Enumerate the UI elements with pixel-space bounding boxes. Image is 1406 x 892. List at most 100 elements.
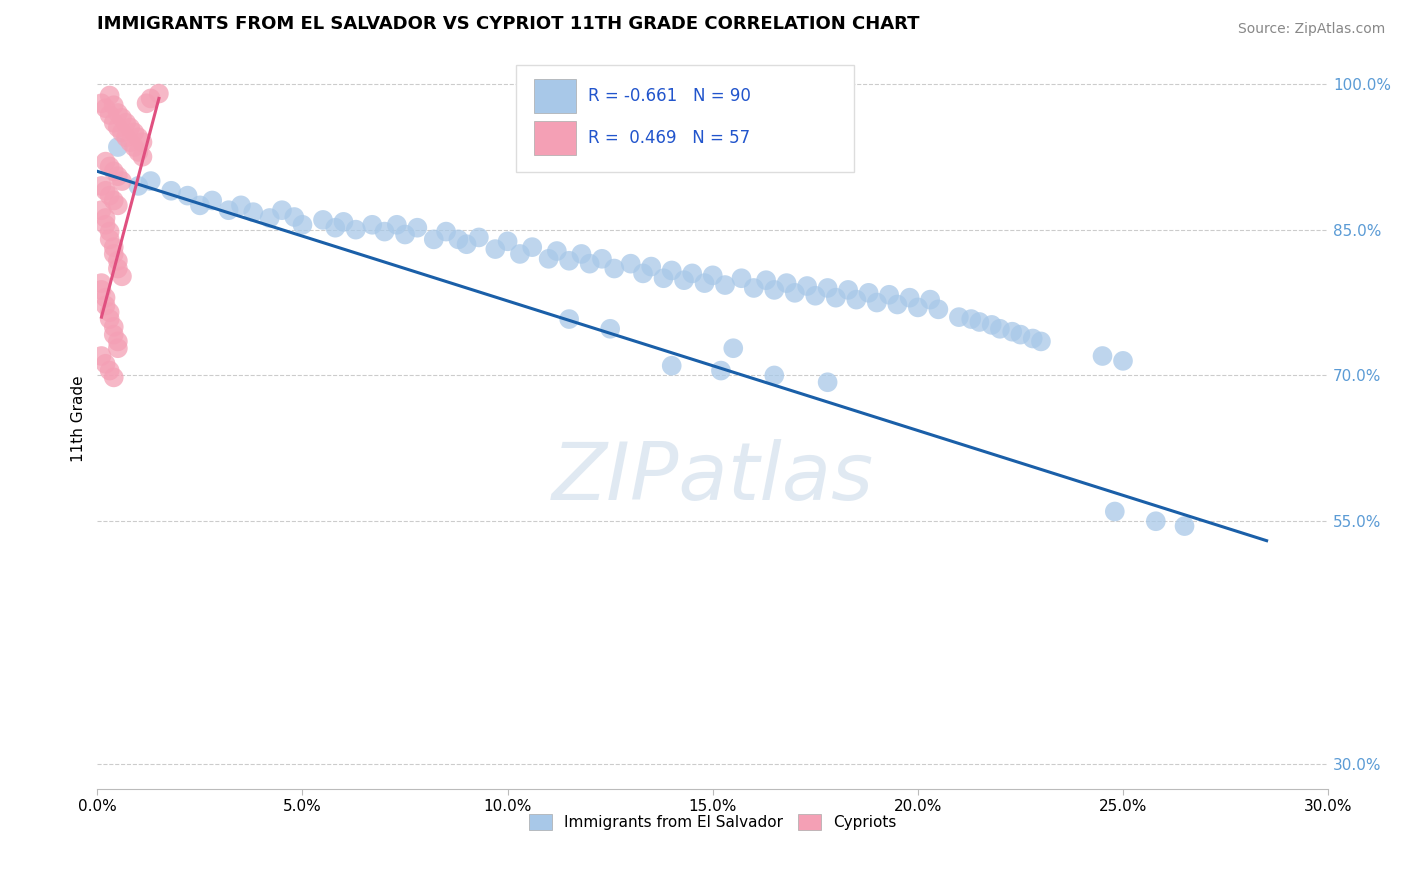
Point — [817, 281, 839, 295]
Text: R = -0.661   N = 90: R = -0.661 N = 90 — [589, 87, 751, 105]
Point — [188, 198, 211, 212]
Point — [858, 285, 880, 300]
Point — [599, 322, 621, 336]
Point — [259, 211, 281, 225]
Point — [94, 218, 117, 232]
Point — [111, 111, 134, 125]
Point — [385, 218, 408, 232]
Text: R =  0.469   N = 57: R = 0.469 N = 57 — [589, 129, 751, 147]
Point — [107, 261, 129, 276]
Point — [373, 225, 395, 239]
Point — [927, 302, 949, 317]
Point — [98, 160, 121, 174]
Point — [229, 198, 252, 212]
Point — [139, 91, 162, 105]
Point — [631, 266, 654, 280]
Point — [673, 273, 696, 287]
Text: IMMIGRANTS FROM EL SALVADOR VS CYPRIOT 11TH GRADE CORRELATION CHART: IMMIGRANTS FROM EL SALVADOR VS CYPRIOT 1… — [97, 15, 920, 33]
Point — [111, 125, 134, 139]
Point — [90, 349, 112, 363]
Point — [1091, 349, 1114, 363]
Point — [603, 261, 626, 276]
FancyBboxPatch shape — [534, 79, 576, 113]
Point — [988, 322, 1011, 336]
Point — [558, 253, 581, 268]
Point — [537, 252, 560, 266]
Point — [783, 285, 806, 300]
Point — [652, 271, 675, 285]
Point — [406, 220, 429, 235]
Y-axis label: 11th Grade: 11th Grade — [72, 376, 86, 462]
Point — [578, 257, 600, 271]
Text: Source: ZipAtlas.com: Source: ZipAtlas.com — [1237, 22, 1385, 37]
Point — [484, 242, 506, 256]
Point — [817, 376, 839, 390]
Point — [394, 227, 416, 242]
Point — [176, 188, 198, 202]
Point — [312, 213, 335, 227]
Point — [640, 260, 662, 274]
Point — [103, 319, 125, 334]
Point — [714, 278, 737, 293]
Point — [120, 120, 142, 135]
Point — [710, 363, 733, 377]
Point — [1144, 514, 1167, 528]
Point — [94, 184, 117, 198]
Point — [1173, 519, 1195, 533]
Point — [111, 269, 134, 284]
Legend: Immigrants from El Salvador, Cypriots: Immigrants from El Salvador, Cypriots — [523, 808, 903, 837]
Point — [723, 341, 745, 355]
Point — [447, 232, 470, 246]
Point — [94, 101, 117, 115]
Point — [845, 293, 868, 307]
Point — [107, 140, 129, 154]
Point — [94, 211, 117, 225]
Point — [804, 289, 827, 303]
Point — [323, 220, 346, 235]
Point — [344, 222, 367, 236]
Point — [115, 130, 138, 145]
Point — [763, 368, 786, 383]
Point — [1001, 325, 1024, 339]
Point — [107, 106, 129, 120]
Point — [361, 218, 384, 232]
Point — [94, 154, 117, 169]
Point — [1029, 334, 1052, 349]
Point — [107, 334, 129, 349]
Point — [90, 178, 112, 193]
Point — [90, 203, 112, 218]
Point — [131, 150, 153, 164]
Point — [332, 215, 354, 229]
Point — [571, 247, 593, 261]
Point — [866, 295, 889, 310]
Point — [103, 164, 125, 178]
Point — [98, 225, 121, 239]
Point — [90, 96, 112, 111]
Point — [877, 287, 900, 301]
Point — [456, 237, 478, 252]
Point — [103, 98, 125, 112]
Point — [127, 145, 149, 159]
Point — [1112, 354, 1135, 368]
Point — [107, 169, 129, 184]
Point — [103, 194, 125, 208]
Point — [103, 240, 125, 254]
Point — [796, 279, 818, 293]
Point — [1010, 327, 1032, 342]
Point — [693, 276, 716, 290]
Point — [94, 357, 117, 371]
Point — [242, 205, 264, 219]
Point — [98, 305, 121, 319]
Point — [115, 116, 138, 130]
Point — [291, 218, 314, 232]
Point — [139, 174, 162, 188]
Point — [218, 203, 240, 218]
Point — [98, 188, 121, 202]
Point — [886, 297, 908, 311]
Point — [434, 225, 457, 239]
Point — [546, 244, 568, 258]
Point — [661, 263, 683, 277]
FancyBboxPatch shape — [516, 64, 855, 172]
Point — [730, 271, 752, 285]
Point — [960, 312, 983, 326]
